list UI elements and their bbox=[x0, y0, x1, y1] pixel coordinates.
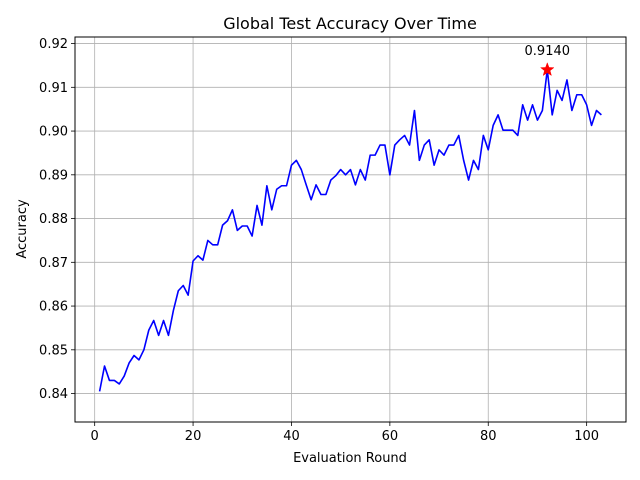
x-tick-label: 80 bbox=[480, 429, 497, 444]
y-tick-label: 0.86 bbox=[39, 300, 68, 315]
x-tick-label: 60 bbox=[382, 429, 399, 444]
max-accuracy-star-marker bbox=[539, 62, 555, 77]
axis-ticks: 0 20 40 60 80 100 0.84 0.85 0.86 0.87 0.88 0.89 0.90… bbox=[39, 37, 599, 444]
y-tick-label: 0.87 bbox=[39, 256, 68, 271]
x-tick-label: 40 bbox=[283, 429, 300, 444]
grid bbox=[75, 37, 626, 422]
y-tick-label: 0.92 bbox=[39, 37, 68, 52]
x-tick-label: 100 bbox=[574, 429, 599, 444]
x-tick-label: 0 bbox=[91, 429, 99, 444]
chart-title: Global Test Accuracy Over Time bbox=[223, 14, 477, 33]
y-tick-label: 0.88 bbox=[39, 212, 68, 227]
y-tick-label: 0.89 bbox=[39, 168, 68, 183]
x-tick-label: 20 bbox=[185, 429, 202, 444]
plot-data: 0.9140 bbox=[98, 44, 602, 392]
y-tick-label: 0.85 bbox=[39, 343, 68, 358]
accuracy-line bbox=[98, 69, 602, 392]
max-accuracy-label: 0.9140 bbox=[525, 44, 571, 59]
y-axis-label: Accuracy bbox=[15, 199, 30, 259]
y-tick-label: 0.84 bbox=[39, 387, 68, 402]
y-tick-label: 0.90 bbox=[39, 125, 68, 140]
plot-frame bbox=[74, 36, 627, 423]
y-tick-label: 0.91 bbox=[39, 81, 68, 96]
x-axis-label: Evaluation Round bbox=[293, 451, 407, 466]
